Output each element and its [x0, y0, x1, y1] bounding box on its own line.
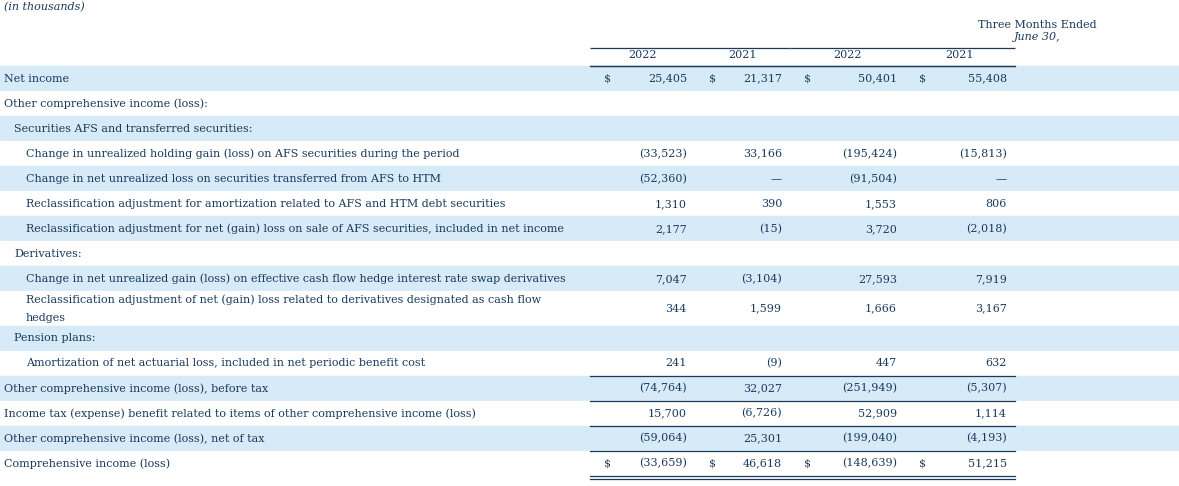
Text: 50,401: 50,401 [858, 73, 897, 84]
Text: —: — [771, 174, 782, 184]
Text: Change in unrealized holding gain (loss) on AFS securities during the period: Change in unrealized holding gain (loss)… [26, 148, 460, 159]
Text: 2021: 2021 [946, 50, 974, 60]
Text: Derivatives:: Derivatives: [14, 249, 81, 259]
Text: 3,720: 3,720 [865, 224, 897, 234]
Bar [0, 351, 1179, 376]
Text: 21,317: 21,317 [743, 73, 782, 84]
Text: 1,553: 1,553 [865, 199, 897, 209]
Text: 344: 344 [666, 304, 687, 313]
Text: 1,599: 1,599 [750, 304, 782, 313]
Bar [0, 376, 1179, 401]
Bar [0, 401, 1179, 426]
Text: 27,593: 27,593 [858, 274, 897, 284]
Text: 32,027: 32,027 [743, 383, 782, 393]
Text: Amortization of net actuarial loss, included in net periodic benefit cost: Amortization of net actuarial loss, incl… [26, 358, 426, 368]
Text: (15,813): (15,813) [960, 149, 1007, 159]
Text: (33,523): (33,523) [639, 149, 687, 159]
Text: 7,919: 7,919 [975, 274, 1007, 284]
Text: $: $ [604, 458, 611, 469]
Text: Change in net unrealized loss on securities transferred from AFS to HTM: Change in net unrealized loss on securit… [26, 174, 441, 184]
Bar [0, 426, 1179, 451]
Text: (52,360): (52,360) [639, 174, 687, 184]
Text: (33,659): (33,659) [639, 458, 687, 469]
Text: Three Months Ended: Three Months Ended [979, 20, 1096, 30]
Text: (in thousands): (in thousands) [4, 2, 85, 12]
Text: 25,301: 25,301 [743, 434, 782, 443]
Text: 51,215: 51,215 [968, 458, 1007, 469]
Text: Other comprehensive income (loss):: Other comprehensive income (loss): [4, 98, 208, 109]
Text: (199,040): (199,040) [842, 433, 897, 444]
Text: Other comprehensive income (loss), before tax: Other comprehensive income (loss), befor… [4, 383, 269, 394]
Text: —: — [996, 174, 1007, 184]
Bar [0, 266, 1179, 292]
Bar [0, 216, 1179, 242]
Text: 1,666: 1,666 [865, 304, 897, 313]
Text: Change in net unrealized gain (loss) on effective cash flow hedge interest rate : Change in net unrealized gain (loss) on … [26, 274, 566, 284]
Text: 447: 447 [876, 358, 897, 368]
Text: 1,114: 1,114 [975, 408, 1007, 418]
Text: $: $ [709, 458, 716, 469]
Text: (5,307): (5,307) [967, 383, 1007, 394]
Bar [0, 292, 1179, 326]
Text: (3,104): (3,104) [742, 274, 782, 284]
Bar [0, 451, 1179, 476]
Text: (6,726): (6,726) [742, 408, 782, 418]
Text: Reclassification adjustment of net (gain) loss related to derivatives designated: Reclassification adjustment of net (gain… [26, 294, 541, 305]
Bar [0, 91, 1179, 116]
Text: 46,618: 46,618 [743, 458, 782, 469]
Bar [0, 66, 1179, 91]
Text: Net income: Net income [4, 73, 70, 84]
Text: 2022: 2022 [834, 50, 862, 60]
Text: $: $ [604, 73, 611, 84]
Text: $: $ [804, 458, 811, 469]
Text: $: $ [804, 73, 811, 84]
Text: (195,424): (195,424) [842, 149, 897, 159]
Text: 2,177: 2,177 [656, 224, 687, 234]
Text: 52,909: 52,909 [858, 408, 897, 418]
Text: 390: 390 [760, 199, 782, 209]
Text: 15,700: 15,700 [648, 408, 687, 418]
Text: (4,193): (4,193) [967, 433, 1007, 444]
Bar [0, 141, 1179, 166]
Text: (59,064): (59,064) [639, 433, 687, 444]
Text: 2022: 2022 [628, 50, 657, 60]
Bar [0, 326, 1179, 351]
Bar [0, 242, 1179, 266]
Text: 25,405: 25,405 [648, 73, 687, 84]
Text: 806: 806 [986, 199, 1007, 209]
Text: Securities AFS and transferred securities:: Securities AFS and transferred securitie… [14, 123, 252, 134]
Text: (2,018): (2,018) [967, 224, 1007, 234]
Text: 7,047: 7,047 [656, 274, 687, 284]
Text: 55,408: 55,408 [968, 73, 1007, 84]
Text: Comprehensive income (loss): Comprehensive income (loss) [4, 458, 170, 469]
Text: (91,504): (91,504) [849, 174, 897, 184]
Text: (9): (9) [766, 358, 782, 368]
Text: 33,166: 33,166 [743, 149, 782, 159]
Text: 241: 241 [666, 358, 687, 368]
Text: $: $ [918, 73, 927, 84]
Text: Reclassification adjustment for amortization related to AFS and HTM debt securit: Reclassification adjustment for amortiza… [26, 199, 506, 209]
Text: (74,764): (74,764) [639, 383, 687, 394]
Text: (15): (15) [759, 224, 782, 234]
Text: $: $ [918, 458, 927, 469]
Text: Pension plans:: Pension plans: [14, 333, 95, 343]
Text: (251,949): (251,949) [842, 383, 897, 394]
Text: 632: 632 [986, 358, 1007, 368]
Bar [0, 116, 1179, 141]
Text: 1,310: 1,310 [656, 199, 687, 209]
Text: Reclassification adjustment for net (gain) loss on sale of AFS securities, inclu: Reclassification adjustment for net (gai… [26, 224, 564, 234]
Text: 3,167: 3,167 [975, 304, 1007, 313]
Text: Other comprehensive income (loss), net of tax: Other comprehensive income (loss), net o… [4, 433, 264, 444]
Text: $: $ [709, 73, 716, 84]
Text: Income tax (expense) benefit related to items of other comprehensive income (los: Income tax (expense) benefit related to … [4, 408, 476, 418]
Bar [0, 191, 1179, 216]
Text: June 30,: June 30, [1014, 32, 1061, 42]
Text: hedges: hedges [26, 312, 66, 323]
Text: (148,639): (148,639) [842, 458, 897, 469]
Bar [0, 166, 1179, 191]
Text: 2021: 2021 [729, 50, 757, 60]
